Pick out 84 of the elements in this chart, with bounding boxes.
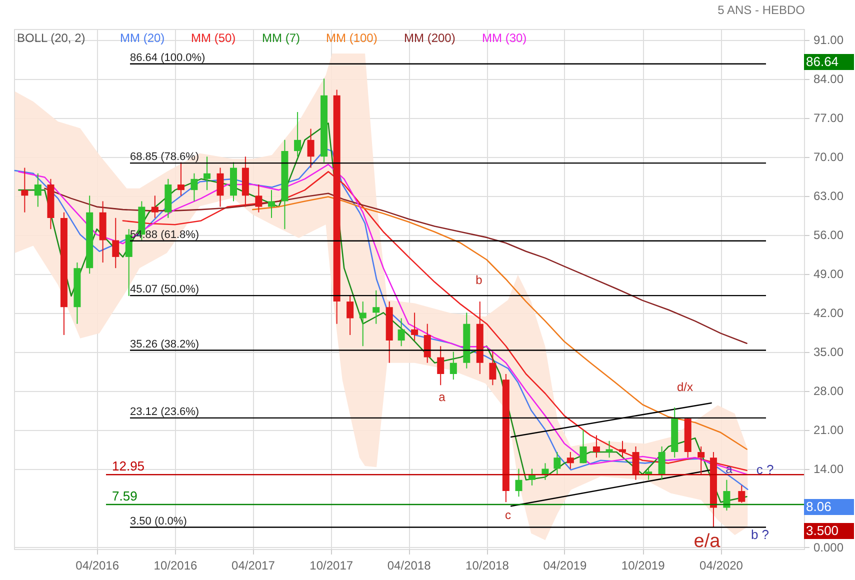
ref-line-label: 68.85 (78.6%) xyxy=(130,151,200,164)
candlestick xyxy=(723,479,730,512)
candlestick xyxy=(542,462,549,480)
y-tick-label: 70.00 xyxy=(814,150,844,164)
candlestick xyxy=(592,434,600,458)
candlestick xyxy=(489,351,496,386)
candlestick xyxy=(34,172,42,208)
candlestick xyxy=(632,446,640,480)
text: MM (200) xyxy=(404,31,456,45)
y-tick-label: 77.00 xyxy=(814,111,844,126)
candlestick xyxy=(437,346,444,386)
annotation: d/x xyxy=(676,380,694,394)
candlestick xyxy=(255,184,262,213)
y-tick-label: 56.00 xyxy=(814,228,844,242)
y-tick-label: 63.00 xyxy=(814,189,844,204)
y-tick-label: 21.00 xyxy=(814,423,844,438)
text: MM (100) xyxy=(326,31,378,45)
candlestick xyxy=(580,429,587,464)
candlestick xyxy=(698,446,705,475)
annotation: a xyxy=(438,390,446,404)
y-tick-label: 42.00 xyxy=(814,306,844,320)
candlestick xyxy=(112,217,120,269)
annotation: c xyxy=(505,508,511,522)
x-tick-label: 10/2018 xyxy=(466,558,510,572)
text: MM (20) xyxy=(120,31,165,45)
annotation: e/a xyxy=(694,531,721,552)
line-series xyxy=(252,196,748,450)
annotation: c ? xyxy=(756,462,774,477)
candlestick xyxy=(216,167,224,208)
ref-line-label: 35.26 (38.2%) xyxy=(130,338,200,350)
annotation: b ? xyxy=(750,527,770,542)
candlestick xyxy=(606,440,613,458)
candlestick xyxy=(294,112,302,158)
candlestick xyxy=(268,190,275,218)
x-tick-label: 10/2016 xyxy=(154,558,198,572)
candlestick xyxy=(151,195,158,218)
candlestick xyxy=(738,484,746,504)
candlestick xyxy=(528,468,536,486)
annotation: b xyxy=(476,273,483,287)
x-tick-label: 04/2016 xyxy=(76,558,120,572)
x-tick-label: 04/2018 xyxy=(387,558,432,572)
candlestick xyxy=(177,162,184,196)
text: MM (50) xyxy=(191,31,236,45)
candlestick xyxy=(450,351,457,380)
x-tick-label: 10/2017 xyxy=(310,558,354,572)
candlestick xyxy=(619,440,626,458)
y-tick-label: 35.00 xyxy=(814,345,844,360)
x-tick-label: 04/2017 xyxy=(232,558,276,572)
text: 86.64 xyxy=(806,54,839,69)
candlestick xyxy=(359,301,366,347)
candlestick xyxy=(21,167,28,213)
x-tick-label: 10/2019 xyxy=(621,558,666,572)
candlestick xyxy=(515,468,522,498)
chart-title: 5 ANS - HEBDO xyxy=(718,3,805,17)
legend-title: BOLL (20, 2) xyxy=(17,31,86,45)
candlestick xyxy=(411,312,418,342)
y-tick-label: 49.00 xyxy=(814,267,844,282)
ref-line-label: 86.64 (100.0%) xyxy=(130,52,206,64)
candlestick xyxy=(566,452,574,470)
candlestick xyxy=(658,446,666,480)
candlestick xyxy=(424,323,431,364)
candlestick xyxy=(307,128,314,168)
ref-line-label: 23.12 (23.6%) xyxy=(130,406,200,418)
y-tick-label: 0.000 xyxy=(814,540,844,554)
y-tick-label: 14.00 xyxy=(814,462,844,476)
y-tick-label: 91.00 xyxy=(814,33,844,48)
candlestick xyxy=(346,295,354,336)
text: MM (7) xyxy=(262,31,300,45)
text: 3.500 xyxy=(806,523,839,538)
ref-line-label: 3.50 (0.0%) xyxy=(130,515,187,528)
candlestick xyxy=(554,452,561,475)
y-tick-label: 28.00 xyxy=(814,384,844,398)
candlestick xyxy=(398,318,405,347)
candlestick xyxy=(204,156,211,191)
candlestick xyxy=(372,290,380,324)
candlestick xyxy=(190,172,198,202)
y-tick-label: 84.00 xyxy=(814,72,844,86)
ref-line-label: 7.59 xyxy=(112,488,138,504)
ref-line-label: 12.95 xyxy=(112,458,145,474)
text: MM (30) xyxy=(482,31,527,45)
text: 8.06 xyxy=(806,499,832,514)
x-tick-label: 04/2020 xyxy=(700,558,744,572)
x-tick-label: 04/2019 xyxy=(543,558,587,572)
ref-line-label: 45.07 (50.0%) xyxy=(130,284,200,296)
